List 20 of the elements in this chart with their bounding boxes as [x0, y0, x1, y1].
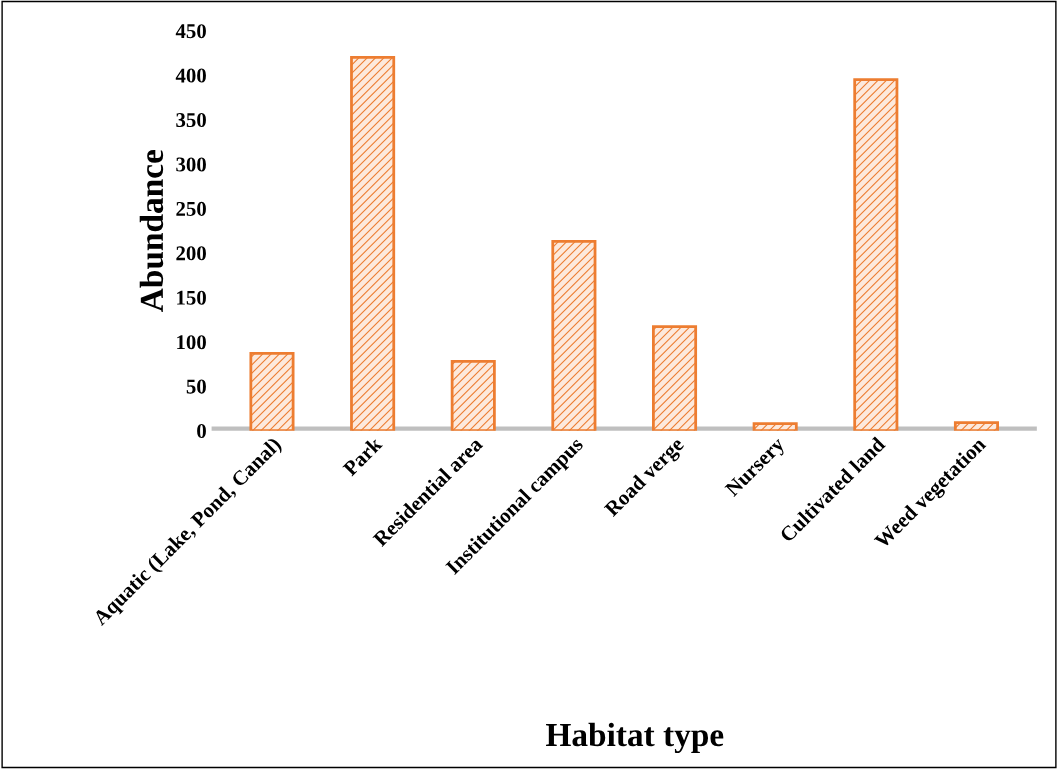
- bar: [953, 421, 999, 431]
- bar: [350, 56, 396, 431]
- x-axis-title: Habitat type: [546, 722, 724, 754]
- bar: [450, 359, 496, 431]
- y-tick-label: 350: [176, 113, 206, 128]
- y-tick-label: 400: [175, 68, 206, 83]
- y-tick-label: 150: [177, 290, 206, 305]
- y-tick-label: 300: [176, 157, 206, 172]
- bar: [652, 325, 698, 431]
- y-tick-label: 100: [177, 335, 206, 350]
- bar: [551, 239, 597, 431]
- bar: [752, 422, 798, 431]
- y-tick-label: 50: [186, 379, 206, 394]
- y-axis-title: Abundance: [139, 150, 164, 312]
- y-tick-label: 200: [176, 246, 206, 261]
- y-tick-label: 0: [197, 424, 206, 439]
- bar: [853, 78, 899, 431]
- y-tick-label: 250: [176, 201, 206, 216]
- y-tick-label: 450: [175, 24, 206, 39]
- bar: [249, 351, 295, 431]
